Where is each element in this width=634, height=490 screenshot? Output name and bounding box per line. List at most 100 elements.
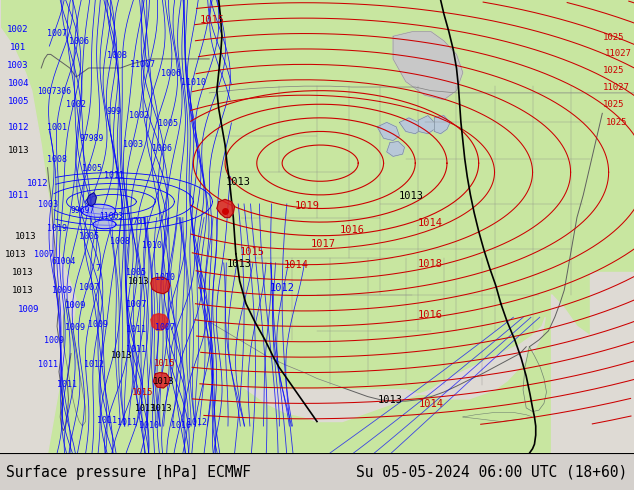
Polygon shape bbox=[0, 0, 76, 453]
Text: 1016: 1016 bbox=[339, 225, 365, 235]
Text: 1002: 1002 bbox=[66, 100, 86, 109]
Text: 1014: 1014 bbox=[283, 260, 309, 270]
Polygon shape bbox=[387, 142, 404, 156]
Text: 1015: 1015 bbox=[240, 246, 265, 257]
Text: 1013: 1013 bbox=[398, 191, 424, 201]
Text: 1002: 1002 bbox=[7, 25, 29, 34]
Text: 1010: 1010 bbox=[139, 420, 159, 430]
Polygon shape bbox=[399, 118, 422, 134]
Text: 1013: 1013 bbox=[15, 232, 36, 241]
Text: 1006: 1006 bbox=[161, 69, 181, 78]
Text: 61004: 61004 bbox=[51, 257, 75, 267]
Text: 1010: 1010 bbox=[142, 241, 162, 250]
Text: 1007: 1007 bbox=[47, 29, 67, 39]
Text: 1012: 1012 bbox=[8, 123, 30, 132]
Text: 1009: 1009 bbox=[65, 323, 85, 332]
Text: 1010: 1010 bbox=[155, 273, 175, 282]
Text: 1015: 1015 bbox=[132, 388, 153, 396]
Text: Su 05-05-2024 06:00 UTC (18+60): Su 05-05-2024 06:00 UTC (18+60) bbox=[356, 465, 628, 480]
Text: 1006: 1006 bbox=[152, 144, 172, 153]
Text: 1012: 1012 bbox=[186, 418, 207, 427]
Text: 1013: 1013 bbox=[11, 287, 33, 295]
Text: 11027: 11027 bbox=[603, 82, 630, 92]
Text: 1013: 1013 bbox=[151, 404, 172, 414]
Text: 1009: 1009 bbox=[88, 319, 108, 329]
Text: 1005: 1005 bbox=[158, 119, 178, 128]
Text: 1013: 1013 bbox=[5, 250, 27, 259]
Text: 1017: 1017 bbox=[311, 239, 336, 249]
Text: 1007: 1007 bbox=[126, 300, 147, 309]
Text: 1008: 1008 bbox=[47, 155, 67, 164]
Text: 1012: 1012 bbox=[84, 360, 104, 369]
Polygon shape bbox=[590, 272, 634, 453]
Text: 1013: 1013 bbox=[227, 259, 252, 269]
Text: 1025: 1025 bbox=[603, 66, 624, 75]
Text: 1008: 1008 bbox=[107, 51, 127, 60]
Text: 1019: 1019 bbox=[47, 224, 67, 233]
Text: 1013: 1013 bbox=[153, 377, 174, 386]
Text: 97989: 97989 bbox=[80, 134, 104, 143]
Text: 1013: 1013 bbox=[111, 351, 133, 360]
Text: 1013: 1013 bbox=[127, 277, 149, 287]
Polygon shape bbox=[63, 299, 86, 426]
Text: 1003: 1003 bbox=[37, 200, 58, 209]
Text: 1006: 1006 bbox=[69, 37, 89, 46]
Text: 7: 7 bbox=[96, 264, 101, 273]
Text: 1015: 1015 bbox=[200, 15, 225, 25]
Text: 1001: 1001 bbox=[47, 123, 67, 132]
Text: 1007: 1007 bbox=[79, 283, 99, 293]
Text: 1007306: 1007306 bbox=[37, 87, 71, 96]
Text: 1025: 1025 bbox=[603, 100, 624, 109]
Text: 99697: 99697 bbox=[70, 206, 94, 215]
Polygon shape bbox=[153, 372, 170, 388]
Text: 1009: 1009 bbox=[18, 305, 39, 314]
Text: 1005: 1005 bbox=[126, 269, 146, 277]
Text: 1004: 1004 bbox=[8, 79, 30, 88]
Text: 1008: 1008 bbox=[110, 237, 131, 245]
Polygon shape bbox=[87, 193, 96, 206]
Polygon shape bbox=[151, 314, 168, 330]
Polygon shape bbox=[241, 318, 545, 421]
Text: 1013: 1013 bbox=[377, 395, 403, 405]
Text: 1011: 1011 bbox=[117, 418, 137, 427]
Text: 1011: 1011 bbox=[37, 360, 58, 369]
Text: 701: 701 bbox=[132, 217, 147, 226]
Text: 11010: 11010 bbox=[181, 78, 206, 87]
Text: 1011: 1011 bbox=[126, 345, 146, 354]
Text: 1025: 1025 bbox=[603, 33, 624, 42]
Text: 1011: 1011 bbox=[96, 416, 117, 425]
Text: 101: 101 bbox=[10, 43, 26, 52]
Text: 1013: 1013 bbox=[134, 404, 155, 414]
Text: 11027: 11027 bbox=[605, 49, 631, 58]
Polygon shape bbox=[523, 347, 547, 412]
Text: 1015: 1015 bbox=[154, 359, 176, 368]
Text: 1010: 1010 bbox=[171, 420, 191, 430]
Polygon shape bbox=[151, 277, 170, 294]
Text: 1013: 1013 bbox=[11, 269, 33, 277]
Polygon shape bbox=[377, 122, 399, 141]
Text: 1018: 1018 bbox=[417, 259, 443, 269]
Text: 11003: 11003 bbox=[99, 212, 123, 221]
Polygon shape bbox=[93, 220, 116, 229]
Text: 1025: 1025 bbox=[605, 118, 627, 127]
Text: 1005: 1005 bbox=[82, 164, 102, 173]
Polygon shape bbox=[418, 116, 434, 134]
Text: 1003: 1003 bbox=[7, 61, 29, 70]
Text: 1007: 1007 bbox=[34, 250, 55, 259]
Text: Surface pressure [hPa] ECMWF: Surface pressure [hPa] ECMWF bbox=[6, 465, 251, 480]
Text: 1011: 1011 bbox=[8, 191, 30, 200]
Text: 1002: 1002 bbox=[129, 111, 150, 120]
Polygon shape bbox=[217, 199, 235, 218]
Text: 1009: 1009 bbox=[65, 301, 87, 311]
Polygon shape bbox=[552, 294, 634, 453]
Text: 1009: 1009 bbox=[44, 336, 64, 345]
Text: 1005: 1005 bbox=[8, 98, 30, 106]
Polygon shape bbox=[81, 204, 115, 217]
Polygon shape bbox=[463, 413, 533, 421]
Text: 1005: 1005 bbox=[79, 232, 99, 241]
Text: 999: 999 bbox=[107, 106, 122, 116]
Text: 1014: 1014 bbox=[417, 218, 443, 228]
Text: 1013: 1013 bbox=[8, 146, 30, 155]
Text: 1007: 1007 bbox=[155, 323, 175, 332]
Text: 1011: 1011 bbox=[104, 172, 124, 180]
